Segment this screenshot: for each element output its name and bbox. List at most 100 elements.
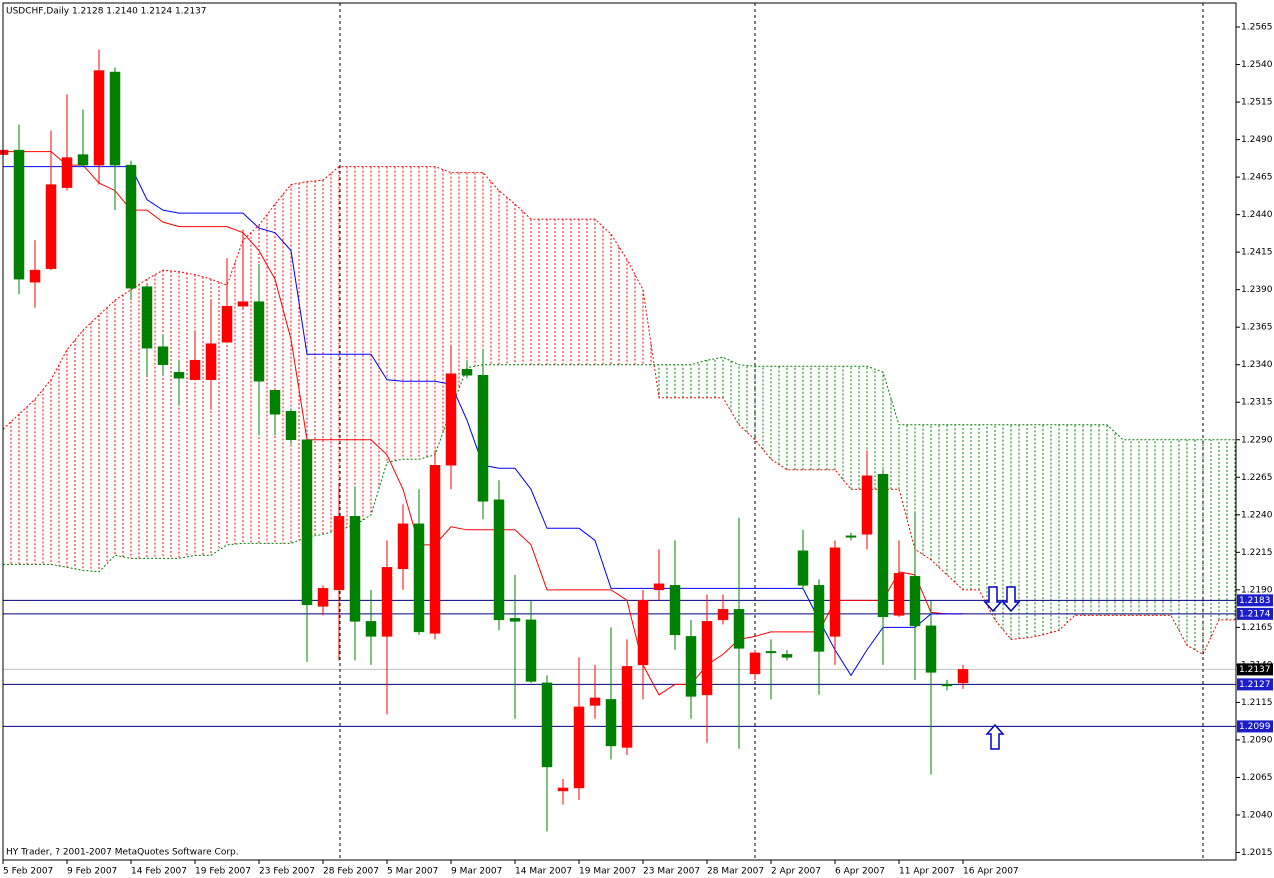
level-layer [3, 599, 1236, 727]
candle-body [173, 371, 185, 379]
last-price-label: 1.2137 [1239, 665, 1271, 675]
period-separators [339, 3, 1204, 860]
candle-body [877, 474, 889, 618]
buy-arrow [985, 723, 1005, 750]
y-tick-label: 1.2165 [1241, 623, 1273, 633]
candle-body [557, 787, 569, 792]
candle-body [845, 535, 857, 538]
footer: HY Trader, ? 2001-2007 MetaQuotes Softwa… [6, 848, 239, 858]
candle-body [205, 343, 217, 380]
y-tick-label: 1.2240 [1241, 510, 1273, 520]
candle-body [397, 523, 409, 570]
x-tick-label: 23 Feb 2007 [259, 867, 315, 877]
candle-body [717, 609, 729, 621]
candle-body [445, 373, 457, 466]
level-label: 1.2127 [1239, 680, 1271, 690]
candle-body [269, 389, 281, 415]
candle-body [365, 621, 377, 637]
x-tick-label: 19 Mar 2007 [579, 867, 636, 877]
arrows [983, 586, 1021, 750]
candle-body [941, 684, 953, 687]
x-tick-label: 19 Feb 2007 [195, 867, 251, 877]
candle-body [45, 184, 57, 269]
y-tick-label: 1.2290 [1241, 435, 1273, 445]
sell-arrow [1001, 586, 1021, 613]
candle-body [957, 669, 969, 684]
candle-body [493, 499, 505, 621]
candle-body [93, 70, 105, 166]
last-price-box [1237, 663, 1273, 676]
x-tick-label: 6 Apr 2007 [835, 867, 885, 877]
candle-body [477, 374, 489, 502]
y-tick-label: 1.2065 [1241, 773, 1273, 783]
candle-body [0, 149, 9, 155]
candle-body [29, 269, 41, 283]
candle-body [189, 359, 201, 380]
y-tick-label: 1.2540 [1241, 60, 1273, 70]
cloud-layer [2, 166, 1236, 656]
candle-body [333, 516, 345, 591]
indicator-line [3, 151, 963, 696]
x-tick-label: 14 Mar 2007 [515, 867, 572, 877]
y-tick-label: 1.2215 [1241, 548, 1273, 558]
candle-body [125, 164, 137, 289]
candle-body [525, 619, 537, 682]
candle-body [285, 410, 297, 441]
axis-layer: 1.2565 1.2540 1.2515 1.2490 1.2465 1.2440 1.24… [2, 23, 1273, 877]
candle-body [349, 516, 361, 622]
candle-body [141, 286, 153, 349]
level-label-box [1237, 607, 1273, 620]
candle-layer [0, 49, 969, 832]
y-tick-label: 1.2490 [1241, 135, 1273, 145]
y-tick-label: 1.2390 [1241, 285, 1273, 295]
y-tick-label: 1.2515 [1241, 98, 1273, 108]
y-tick-label: 1.2565 [1241, 23, 1273, 33]
x-tick-label: 16 Apr 2007 [963, 867, 1019, 877]
candle-body [317, 588, 329, 607]
x-tick-label: 5 Feb 2007 [3, 867, 53, 877]
candle-body [637, 600, 649, 666]
level-label: 1.2099 [1239, 722, 1271, 732]
candle-body [77, 154, 89, 166]
candle-body [685, 636, 697, 697]
y-tick-label: 1.2190 [1241, 585, 1273, 595]
level-label-box [1237, 678, 1273, 691]
level-label-box [1237, 720, 1273, 733]
candle-body [221, 305, 233, 343]
candle-body [237, 301, 249, 307]
y-tick-label: 1.2465 [1241, 173, 1273, 183]
candle-body [461, 368, 473, 376]
level-label-box [1237, 594, 1273, 607]
candle-body [797, 550, 809, 586]
level-label: 1.2174 [1239, 609, 1271, 619]
candle-body [573, 706, 585, 789]
candle-body [765, 651, 777, 654]
x-tick-label: 23 Mar 2007 [643, 867, 700, 877]
chart-title: USDCHF,Daily 1.2128 1.2140 1.2124 1.2137 [6, 7, 207, 17]
candle-body [893, 573, 905, 616]
candle-body [301, 439, 313, 606]
level-label: 1.2183 [1239, 596, 1271, 606]
candle-body [781, 654, 793, 658]
candle-body [429, 465, 441, 634]
candle-body [925, 625, 937, 673]
candle-body [653, 583, 665, 591]
candle-body [541, 682, 553, 768]
plot-frame [2, 2, 1237, 861]
candle-body [589, 697, 601, 706]
candle-body [157, 346, 169, 365]
x-tick-label: 28 Mar 2007 [707, 867, 764, 877]
candle-body [61, 157, 73, 188]
candle-body [861, 475, 873, 535]
candle-body [701, 621, 713, 696]
candle-body [733, 609, 745, 649]
candle-body [605, 699, 617, 747]
x-tick-label: 2 Apr 2007 [771, 867, 821, 877]
candle-body [909, 576, 921, 627]
y-tick-label: 1.2440 [1241, 210, 1273, 220]
candle-body [253, 301, 265, 382]
